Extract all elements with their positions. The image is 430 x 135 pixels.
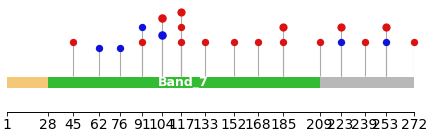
Point xyxy=(158,17,165,19)
Point xyxy=(178,41,185,43)
Bar xyxy=(7,77,48,88)
Point xyxy=(117,47,123,49)
Point xyxy=(178,26,185,28)
Point xyxy=(316,41,323,43)
Point xyxy=(139,26,146,28)
Text: Band_7: Band_7 xyxy=(158,76,209,89)
Point xyxy=(361,41,368,43)
Point xyxy=(280,41,287,43)
Point xyxy=(178,11,185,13)
Point xyxy=(139,41,146,43)
Point xyxy=(337,26,344,28)
Point xyxy=(382,41,389,43)
Point xyxy=(95,47,102,49)
Point xyxy=(158,34,165,36)
Point xyxy=(202,41,209,43)
Point xyxy=(255,41,261,43)
Bar xyxy=(319,77,414,88)
Bar xyxy=(48,77,319,88)
Point xyxy=(382,26,389,28)
Point xyxy=(280,26,287,28)
Point xyxy=(230,41,237,43)
Point xyxy=(70,41,77,43)
Point xyxy=(411,41,418,43)
Point xyxy=(337,41,344,43)
